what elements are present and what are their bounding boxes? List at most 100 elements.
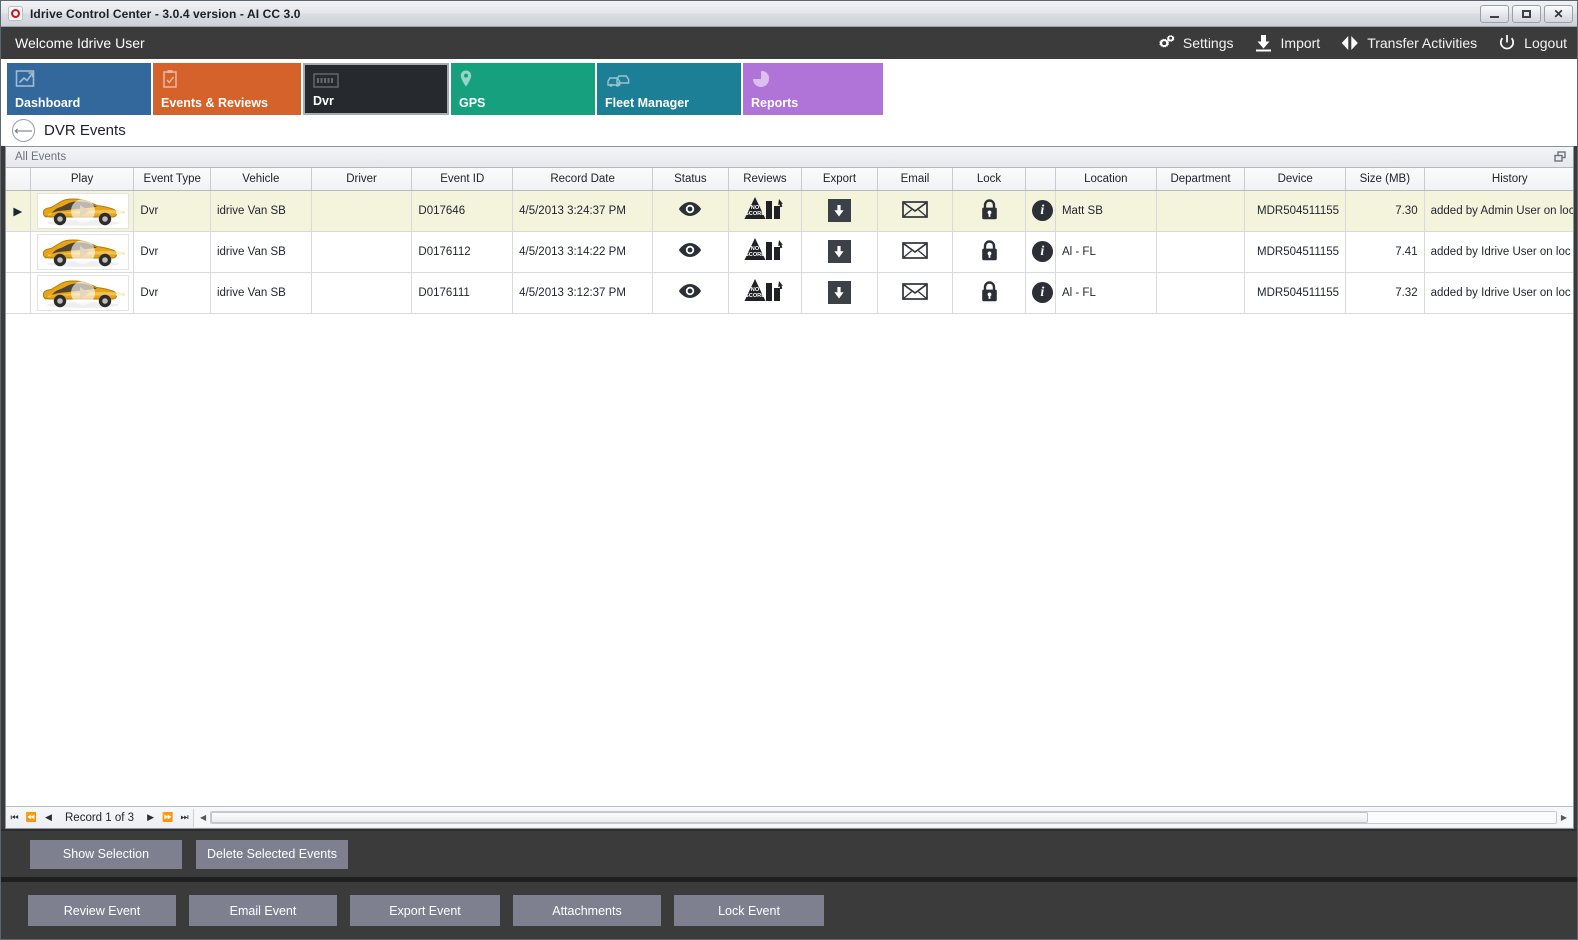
no-score-icon[interactable]: NO SCORE (741, 194, 789, 224)
column-header-location[interactable]: Location (1055, 168, 1157, 191)
lock-cell[interactable] (952, 231, 1026, 273)
info-cell[interactable]: i (1025, 272, 1056, 314)
envelope-icon[interactable] (902, 241, 928, 260)
minimize-button[interactable] (1480, 4, 1509, 23)
export-event-button[interactable]: Export Event (350, 895, 500, 926)
scroll-right-arrow[interactable]: ▶ (1560, 813, 1568, 822)
column-header-vehicle[interactable]: Vehicle (210, 168, 312, 191)
no-score-icon[interactable]: NO SCORE (741, 276, 789, 306)
car-play-thumbnail[interactable] (36, 274, 129, 311)
delete-selected-events-button[interactable]: Delete Selected Events (196, 839, 348, 869)
export-cell[interactable] (801, 190, 878, 232)
tab-gps[interactable]: GPS (451, 63, 595, 115)
lock-cell[interactable] (952, 272, 1026, 314)
import-button[interactable]: Import (1254, 33, 1320, 53)
eye-icon[interactable] (678, 242, 702, 258)
column-header-info[interactable] (1025, 168, 1056, 191)
info-cell[interactable]: i (1025, 231, 1056, 273)
envelope-icon[interactable] (902, 200, 928, 219)
column-header-event-id[interactable]: Event ID (411, 168, 514, 191)
play-icon[interactable] (70, 198, 95, 223)
last-record-button[interactable]: ⏭ (180, 812, 189, 822)
padlock-icon[interactable] (980, 239, 999, 262)
status-cell[interactable] (652, 272, 729, 314)
column-header-device[interactable]: Device (1244, 168, 1347, 191)
no-score-icon[interactable]: NO SCORE (741, 235, 789, 265)
status-cell[interactable] (652, 190, 729, 232)
close-button[interactable]: ✕ (1544, 4, 1573, 23)
padlock-icon[interactable] (980, 198, 999, 221)
info-icon[interactable]: i (1031, 200, 1053, 221)
column-header-export[interactable]: Export (801, 168, 878, 191)
play-cell[interactable] (30, 231, 135, 273)
logout-button[interactable]: Logout (1497, 33, 1567, 53)
column-header-history[interactable]: History (1424, 168, 1573, 191)
column-header-record-date[interactable]: Record Date (512, 168, 654, 191)
previous-page-button[interactable]: ⏪ (25, 812, 38, 822)
download-arrow-icon[interactable] (827, 240, 851, 263)
table-row[interactable]: Dvr idrive Van SB D0176111 4/5/2013 3:12… (6, 272, 1573, 314)
lock-event-button[interactable]: Lock Event (674, 895, 824, 926)
table-row[interactable]: ▶ (6, 190, 1573, 232)
first-record-button[interactable]: ⏮ (10, 812, 19, 822)
settings-button[interactable]: Settings (1156, 33, 1234, 53)
tab-dashboard[interactable]: Dashboard (7, 63, 151, 115)
column-header-email[interactable]: Email (877, 168, 954, 191)
horizontal-scrollbar[interactable]: ◀ ▶ (193, 808, 1573, 827)
status-cell[interactable] (652, 231, 729, 273)
back-arrow-icon[interactable]: ⟵ (12, 119, 35, 142)
show-selection-button[interactable]: Show Selection (30, 839, 182, 869)
column-header-driver[interactable]: Driver (311, 168, 413, 191)
reviews-cell[interactable]: NO SCORE (728, 190, 803, 232)
maximize-button[interactable] (1512, 4, 1541, 23)
eye-icon[interactable] (678, 283, 702, 299)
table-row[interactable]: Dvr idrive Van SB D0176112 4/5/2013 3:14… (6, 231, 1573, 273)
column-header-status[interactable]: Status (652, 168, 729, 191)
play-icon[interactable] (70, 280, 95, 305)
previous-record-button[interactable]: ◀ (45, 812, 52, 822)
review-event-button[interactable]: Review Event (28, 895, 176, 926)
column-header-department[interactable]: Department (1156, 168, 1246, 191)
play-icon[interactable] (70, 239, 95, 264)
events-table-scroll[interactable]: Play Event Type Vehicle Driver Event ID … (6, 168, 1573, 806)
play-cell[interactable] (30, 272, 135, 314)
export-cell[interactable] (801, 272, 878, 314)
next-page-button[interactable]: ⏩ (161, 812, 174, 822)
play-cell[interactable] (30, 190, 135, 232)
column-header-size[interactable]: Size (MB) (1345, 168, 1425, 191)
column-header-play[interactable]: Play (30, 168, 135, 191)
car-play-thumbnail[interactable] (36, 233, 129, 270)
tab-fleet-manager[interactable]: Fleet Manager (597, 63, 741, 115)
car-play-thumbnail[interactable] (36, 192, 129, 229)
eye-icon[interactable] (678, 201, 702, 217)
location-cell: Matt SB (1055, 190, 1157, 232)
email-cell[interactable] (877, 190, 954, 232)
scroll-left-arrow[interactable]: ◀ (199, 813, 207, 822)
reviews-cell[interactable]: NO SCORE (728, 231, 803, 273)
next-record-button[interactable]: ▶ (147, 812, 154, 822)
envelope-icon[interactable] (902, 282, 928, 301)
transfer-activities-button[interactable]: Transfer Activities (1340, 33, 1477, 53)
info-icon[interactable]: i (1031, 282, 1053, 303)
download-arrow-icon[interactable] (827, 281, 851, 304)
email-cell[interactable] (877, 272, 954, 314)
scrollbar-thumb[interactable] (211, 812, 1368, 823)
column-header-event-type[interactable]: Event Type (133, 168, 211, 191)
download-arrow-icon[interactable] (827, 199, 851, 222)
column-header-reviews[interactable]: Reviews (728, 168, 803, 191)
padlock-icon[interactable] (980, 280, 999, 303)
column-header-lock[interactable]: Lock (952, 168, 1026, 191)
info-icon[interactable]: i (1031, 241, 1053, 262)
restore-window-icon[interactable] (1554, 151, 1567, 163)
lock-cell[interactable] (952, 190, 1026, 232)
attachments-button[interactable]: Attachments (513, 895, 661, 926)
tab-dvr[interactable]: Dvr (303, 63, 449, 115)
email-cell[interactable] (877, 231, 954, 273)
scrollbar-track[interactable] (210, 811, 1557, 824)
email-event-button[interactable]: Email Event (189, 895, 337, 926)
tab-events-and-reviews[interactable]: Events & Reviews (153, 63, 301, 115)
reviews-cell[interactable]: NO SCORE (728, 272, 803, 314)
tab-reports[interactable]: Reports (743, 63, 883, 115)
info-cell[interactable]: i (1025, 190, 1056, 232)
export-cell[interactable] (801, 231, 878, 273)
